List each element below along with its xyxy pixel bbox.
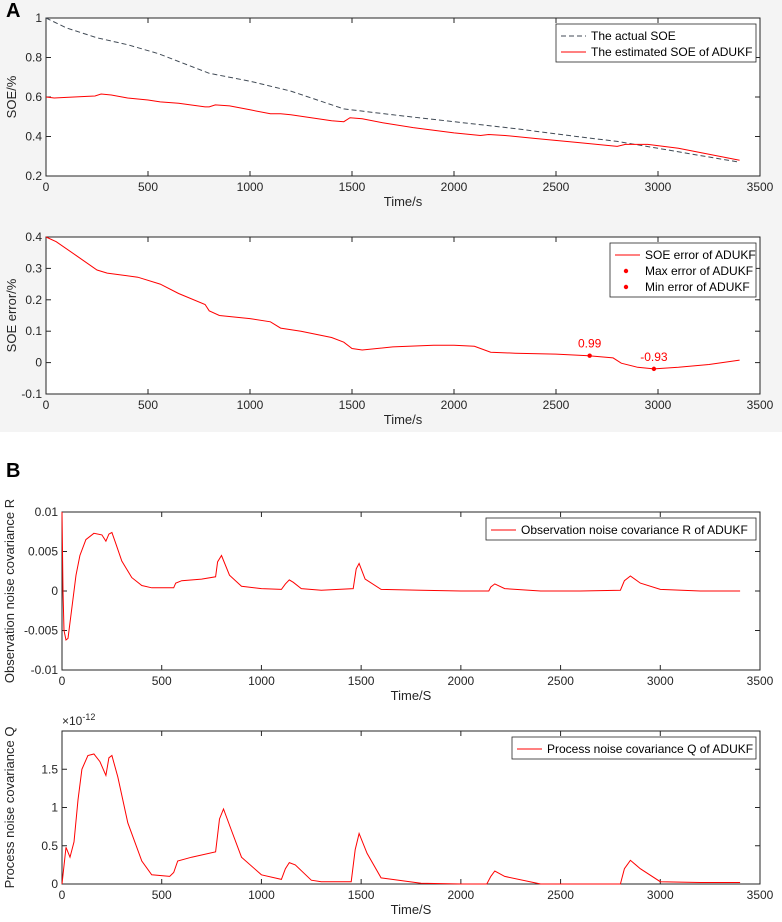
x-tick-label: 2500 <box>543 180 570 194</box>
x-tick-label: 2500 <box>543 398 570 412</box>
x-tick-label: 2500 <box>547 674 574 688</box>
x-tick-label: 500 <box>138 180 158 194</box>
y-tick-label: 0.5 <box>41 839 58 853</box>
x-axis-label: Time/S <box>391 688 432 703</box>
y-tick-label: 0.2 <box>25 293 42 307</box>
y-tick-label: -0.01 <box>31 663 59 677</box>
y-tick-label: 0 <box>35 356 42 370</box>
panel-label-b: B <box>6 460 21 482</box>
y-axis-label: Process noise covariance Q <box>2 727 17 889</box>
y-tick-label: 0.005 <box>28 545 58 559</box>
chart-noise_r: 0 500 1000 1500 2000 2500 3000 3500 -0.01 -0.005 0… <box>2 499 774 703</box>
series-line <box>45 17 740 163</box>
x-tick-label: 500 <box>152 888 172 902</box>
legend-entry: Observation noise covariance R of ADUKF <box>521 523 748 537</box>
legend: Observation noise covariance R of ADUKF <box>485 517 757 541</box>
x-axis-label: Time/s <box>384 412 423 427</box>
x-tick-label: 2500 <box>547 888 574 902</box>
x-tick-label: 3000 <box>647 888 674 902</box>
legend-entry: The estimated SOE of ADUKF <box>591 45 752 59</box>
y-axis-label: SOE/% <box>4 75 19 118</box>
x-tick-label: 3500 <box>747 888 774 902</box>
x-tick-label: 3000 <box>647 674 674 688</box>
y-tick-label: 1 <box>51 801 58 815</box>
y-axis-label: SOE error/% <box>4 278 19 352</box>
x-tick-label: 2000 <box>448 888 475 902</box>
legend-box <box>609 242 757 298</box>
series-line <box>45 236 740 370</box>
series-line <box>61 511 741 641</box>
y-tick-label: 0.4 <box>25 230 42 244</box>
x-tick-label: 0 <box>43 180 50 194</box>
series-line <box>45 93 740 161</box>
x-axis-label: Time/S <box>391 902 432 917</box>
y-tick-label: 0.2 <box>25 169 42 183</box>
legend-entry: Process noise covariance Q of ADUKF <box>547 742 753 756</box>
legend-marker <box>623 268 629 274</box>
data-point-marker <box>587 353 592 358</box>
x-tick-label: 500 <box>138 398 158 412</box>
legend-entry: SOE error of ADUKF <box>645 248 756 262</box>
x-tick-label: 2000 <box>441 180 468 194</box>
y-tick-label: 0 <box>51 877 58 891</box>
x-tick-label: 2000 <box>441 398 468 412</box>
y-axis-label: Observation noise covariance R <box>2 499 17 683</box>
data-point-marker <box>651 366 657 372</box>
y-tick-label: -0.1 <box>21 387 42 401</box>
legend-entry: The actual SOE <box>591 29 676 43</box>
x-tick-label: 3500 <box>747 674 774 688</box>
legend-entry: Max error of ADUKF <box>645 264 753 278</box>
x-tick-label: 1000 <box>237 398 264 412</box>
data-annotation: 0.99 <box>578 337 602 351</box>
x-tick-label: 0 <box>43 398 50 412</box>
y-scale-exponent-power: -12 <box>82 712 95 722</box>
x-tick-label: 1500 <box>348 674 375 688</box>
legend-entry: Min error of ADUKF <box>645 280 750 294</box>
data-annotation: -0.93 <box>640 350 668 364</box>
x-tick-label: 1500 <box>339 398 366 412</box>
legend-box <box>485 517 757 541</box>
chart-soe_error: 0 500 1000 1500 2000 2500 3000 3500-0.100.10.20… <box>4 230 774 427</box>
legend: Process noise covariance Q of ADUKF <box>511 736 757 760</box>
x-tick-label: 500 <box>152 674 172 688</box>
legend: SOE error of ADUKF Max error of ADUKF Min … <box>609 242 757 298</box>
x-tick-label: 3000 <box>645 180 672 194</box>
y-tick-label: 0.01 <box>35 505 59 519</box>
x-tick-label: 1000 <box>248 674 275 688</box>
chart-noise_q: 0 500 1000 1500 2000 2500 3000 3500 0 0.5 1 1.5 Time… <box>2 712 774 917</box>
y-tick-label: 0 <box>51 584 58 598</box>
panel-label-a: A <box>6 0 21 22</box>
y-tick-label: 1 <box>35 11 42 25</box>
x-tick-label: 3500 <box>747 180 774 194</box>
x-tick-label: 1000 <box>237 180 264 194</box>
x-tick-label: 0 <box>59 888 66 902</box>
x-tick-label: 1000 <box>248 888 275 902</box>
x-axis-label: Time/s <box>384 194 423 209</box>
legend-marker <box>623 284 629 290</box>
x-tick-label: 3000 <box>645 398 672 412</box>
x-tick-label: 3500 <box>747 398 774 412</box>
legend-box <box>555 23 757 63</box>
y-tick-label: 1.5 <box>41 762 58 776</box>
y-tick-label: -0.005 <box>24 624 58 638</box>
x-tick-label: 1500 <box>339 180 366 194</box>
series-line <box>61 753 741 885</box>
y-tick-label: 0.1 <box>25 324 42 338</box>
legend: The actual SOE The estimated SOE of ADUKF <box>555 23 757 63</box>
x-tick-label: 2000 <box>448 674 475 688</box>
x-tick-label: 1500 <box>348 888 375 902</box>
y-tick-label: 0.8 <box>25 51 42 65</box>
y-tick-label: 0.6 <box>25 90 42 104</box>
legend-box <box>511 736 757 760</box>
y-scale-exponent: ×10-12 <box>62 712 95 728</box>
y-tick-label: 0.3 <box>25 261 42 275</box>
y-tick-label: 0.4 <box>25 130 42 144</box>
x-tick-label: 0 <box>59 674 66 688</box>
chart-soe: 0 500 1000 1500 2000 2500 3000 3500 0.2 0.4 0.6 0.8… <box>4 11 774 209</box>
